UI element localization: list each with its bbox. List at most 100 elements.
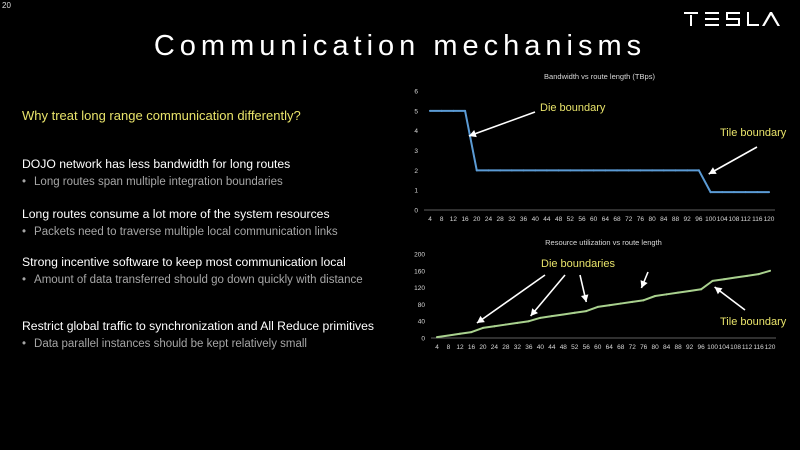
annotation-arrowhead	[530, 308, 539, 316]
data-point	[616, 169, 618, 172]
question-heading: Why treat long range communication diffe…	[22, 108, 301, 123]
x-tick-label: 28	[497, 216, 505, 223]
x-tick-label: 16	[468, 344, 476, 351]
x-tick-label: 40	[537, 344, 545, 351]
data-point	[757, 273, 760, 276]
x-tick-label: 36	[525, 344, 533, 351]
data-point	[545, 169, 548, 172]
x-tick-label: 84	[663, 344, 671, 351]
y-tick-label: 1	[414, 188, 418, 195]
data-point	[733, 191, 735, 194]
annotation-arrowhead	[580, 294, 589, 302]
x-tick-label: 112	[740, 216, 751, 223]
data-point	[608, 304, 611, 307]
x-tick-label: 60	[594, 344, 602, 351]
series-line-segment	[447, 332, 461, 337]
y-tick-label: 0	[414, 208, 418, 215]
annotation-label: Die boundaries	[541, 258, 615, 270]
series-line-segment	[596, 304, 611, 308]
x-tick-label: 12	[450, 216, 458, 223]
x-tick-label: 80	[648, 216, 656, 223]
x-tick-label: 84	[660, 216, 668, 223]
data-point	[464, 109, 466, 112]
x-tick-label: 32	[514, 344, 522, 351]
x-tick-label: 68	[617, 344, 625, 351]
series-line-segment	[562, 311, 576, 316]
data-point	[475, 169, 478, 172]
data-point	[429, 109, 431, 112]
x-tick-label: 72	[625, 216, 633, 223]
series-line-segment	[619, 300, 634, 305]
series-line-segment	[688, 288, 703, 292]
data-point	[688, 290, 691, 292]
chart-title: Bandwidth vs route length (TBps)	[544, 72, 655, 81]
x-tick-label: 104	[719, 344, 730, 351]
data-point	[756, 191, 759, 194]
x-tick-label: 92	[684, 216, 692, 223]
x-tick-label: 32	[508, 216, 516, 223]
x-tick-label: 8	[447, 344, 451, 351]
x-tick-label: 76	[640, 344, 648, 351]
y-tick-label: 200	[414, 252, 425, 259]
series-line-segment	[642, 295, 657, 302]
y-tick-label: 3	[414, 148, 418, 155]
x-tick-label: 48	[555, 216, 563, 223]
data-point	[674, 169, 677, 172]
series-line-segment	[723, 276, 737, 281]
point-heading: Strong incentive software to keep most c…	[22, 255, 346, 269]
series-line-segment	[608, 302, 622, 307]
data-point	[504, 323, 507, 326]
point-heading: DOJO network has less bandwidth for long…	[22, 157, 291, 171]
series-line-segment	[464, 109, 478, 172]
x-tick-label: 116	[752, 216, 763, 223]
series-line-segment	[458, 331, 473, 335]
annotation-arrowhead	[468, 130, 477, 138]
series-line-segment	[470, 326, 484, 334]
data-point	[534, 169, 537, 172]
point-4: Restrict global traffic to synchronizati…	[22, 318, 422, 352]
data-point	[686, 169, 689, 172]
data-point	[711, 279, 714, 282]
y-tick-label: 6	[414, 89, 418, 96]
data-point	[639, 169, 642, 172]
data-point	[557, 169, 560, 172]
data-point	[499, 169, 502, 172]
point-sub: Long routes span multiple integration bo…	[22, 174, 422, 190]
x-tick-label: 28	[502, 344, 510, 351]
series-line-segment	[746, 273, 760, 277]
series-line-segment	[493, 323, 507, 328]
data-point	[522, 169, 525, 172]
annotation-arrowhead	[476, 315, 485, 323]
data-point	[482, 327, 484, 329]
data-point	[746, 274, 748, 277]
y-tick-label: 0	[421, 336, 425, 343]
data-point	[585, 310, 588, 313]
x-tick-label: 40	[532, 216, 540, 223]
x-tick-label: 120	[765, 344, 776, 351]
x-tick-label: 12	[456, 344, 464, 351]
x-tick-label: 56	[578, 216, 586, 223]
series-line-segment	[654, 293, 668, 297]
annotation-label: Tile boundary	[720, 316, 787, 328]
annotation-arrowhead	[640, 280, 648, 288]
x-tick-label: 108	[730, 344, 741, 351]
slide-title: Communication mechanisms	[153, 30, 647, 62]
point-heading: Long routes consume a lot more of the sy…	[22, 207, 330, 221]
x-tick-label: 4	[435, 344, 439, 351]
data-point	[654, 295, 657, 297]
series-line-segment	[585, 305, 599, 313]
x-tick-label: 120	[764, 216, 775, 223]
series-line-segment	[700, 279, 714, 291]
y-tick-label: 120	[414, 285, 425, 292]
x-tick-label: 116	[753, 344, 764, 351]
annotation-arrow	[708, 146, 758, 175]
data-point	[470, 331, 473, 334]
x-tick-label: 96	[697, 344, 705, 351]
y-tick-label: 40	[418, 319, 426, 326]
series-line-segment	[436, 334, 450, 339]
data-point	[452, 109, 455, 112]
x-tick-label: 52	[567, 216, 575, 223]
x-tick-label: 96	[695, 216, 703, 223]
data-point	[539, 316, 542, 319]
data-point	[769, 269, 771, 272]
